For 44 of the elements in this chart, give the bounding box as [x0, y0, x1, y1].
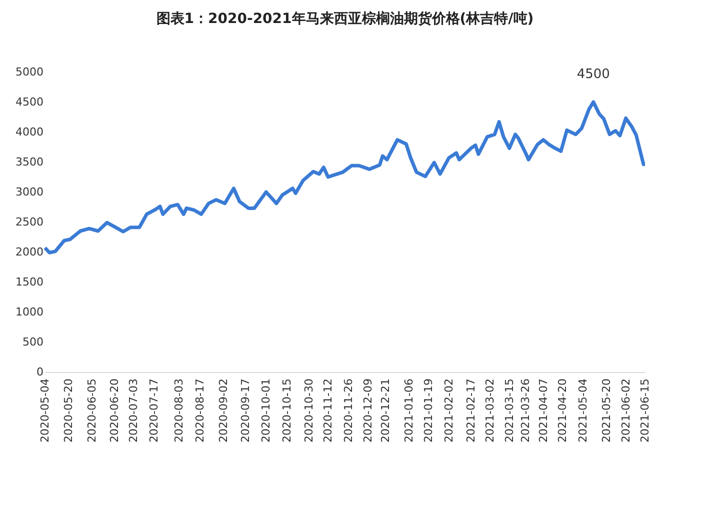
x-tick-label: 2021-03-02	[484, 378, 497, 442]
chart-title: 图表1：2020-2021年马来西亚棕榈油期货价格(林吉特/吨)	[156, 10, 534, 27]
y-tick-label: 2000	[16, 246, 44, 258]
x-tick-label: 2020-11-12	[322, 378, 335, 442]
x-tick-label: 2021-06-15	[638, 378, 652, 442]
x-tick-label: 2020-06-20	[108, 378, 121, 442]
x-tick-label: 2020-06-05	[86, 378, 99, 442]
y-tick-label: 5000	[16, 66, 44, 78]
x-tick-label: 2020-10-15	[280, 378, 294, 442]
x-tick-label: 2020-07-03	[126, 378, 140, 442]
x-tick-label: 2021-02-17	[464, 378, 478, 442]
y-tick-label: 1500	[16, 276, 44, 288]
x-tick-label: 2020-08-03	[172, 378, 186, 442]
annotation: 4500	[576, 67, 610, 82]
x-tick-label: 2021-06-02	[619, 378, 632, 442]
line-series	[43, 100, 647, 254]
y-tick-label: 1000	[16, 306, 44, 318]
x-tick-label: 2021-03-15	[502, 378, 516, 442]
x-tick-label: 2021-01-06	[402, 378, 416, 442]
y-tick-label: 2500	[16, 216, 44, 228]
x-tick-label: 2021-04-07	[536, 378, 550, 442]
x-tick-label: 2021-05-04	[576, 378, 590, 442]
x-tick-label: 2020-10-01	[260, 378, 273, 442]
y-tick-label: 3500	[16, 156, 44, 168]
x-tick-label: 2020-07-17	[148, 378, 161, 442]
x-tick-label: 2020-11-26	[342, 378, 356, 442]
x-tick-label: 2021-03-26	[519, 378, 532, 442]
x-tick-label: 2020-05-04	[38, 378, 52, 442]
y-tick-label: 3000	[16, 186, 44, 198]
y-tick-label: 4500	[16, 96, 44, 108]
x-tick-label: 2020-10-30	[302, 378, 316, 442]
x-tick-label: 2020-08-17	[193, 378, 206, 442]
x-tick-label: 2021-01-19	[422, 378, 435, 442]
y-tick-label: 0	[36, 366, 44, 378]
x-tick-label: 2020-09-17	[238, 378, 252, 442]
y-tick-label: 500	[22, 336, 44, 348]
x-tick-label: 2020-12-21	[379, 378, 392, 442]
x-tick-label: 2020-12-09	[361, 378, 374, 442]
x-tick-label: 2021-02-02	[442, 378, 456, 442]
x-tick-label: 2020-05-20	[62, 378, 76, 442]
x-tick-label: 2021-04-20	[556, 378, 569, 442]
x-tick-label: 2020-09-02	[216, 378, 230, 442]
y-tick-label: 4000	[16, 126, 44, 138]
x-tick-label: 2021-05-20	[600, 378, 614, 442]
